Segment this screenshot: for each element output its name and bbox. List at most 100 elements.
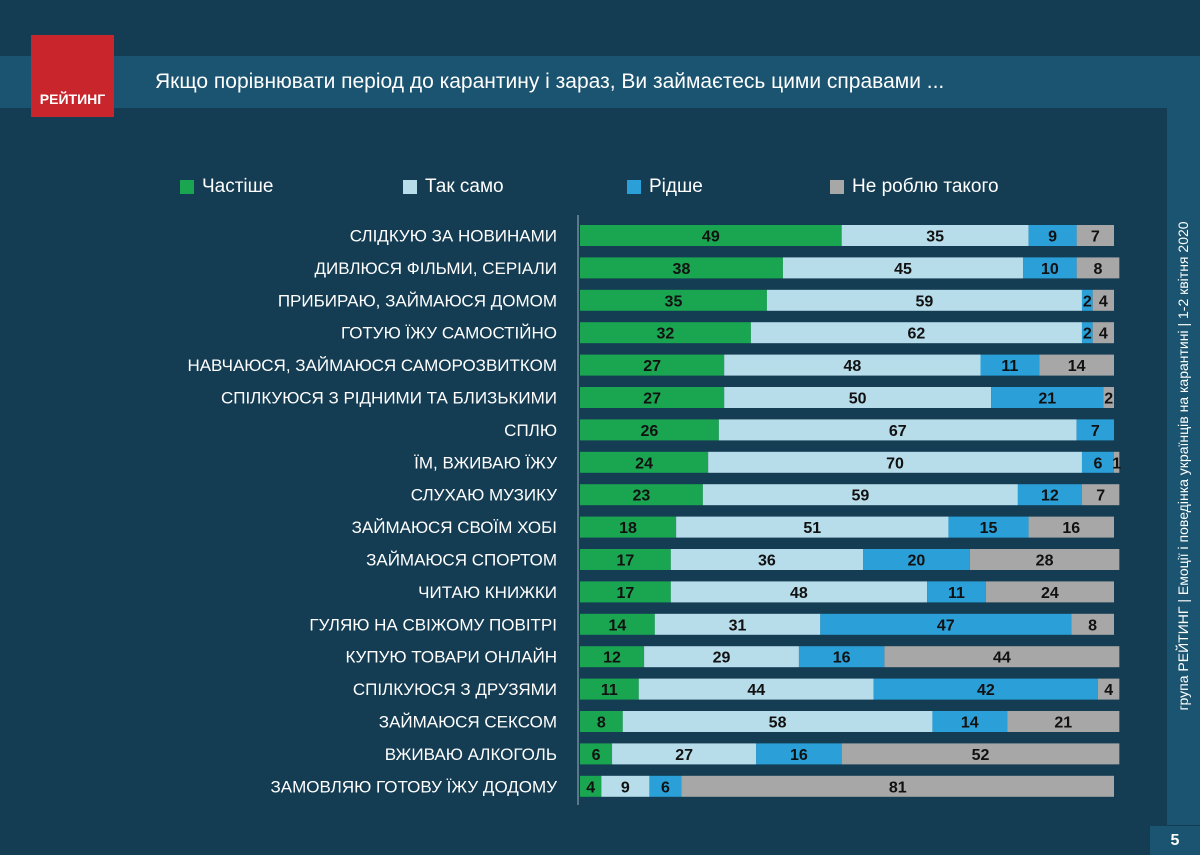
data-label: 12 (1041, 488, 1059, 505)
bar-segment (1092, 289, 1114, 311)
category-label: КУПУЮ ТОВАРИ ОНЛАЙН (345, 648, 557, 667)
data-label: 7 (1091, 423, 1100, 440)
bar-segment (638, 678, 874, 700)
bar-segment (1081, 451, 1114, 473)
legend-label: Частіше (202, 176, 274, 197)
bar-segment (580, 484, 703, 506)
category-label: ЧИТАЮ КНИЖКИ (418, 583, 557, 602)
bar-segment (670, 549, 864, 570)
header-band (0, 56, 1200, 108)
bar-segment (820, 613, 1072, 635)
legend-swatch (180, 180, 194, 194)
category-label: ЗАЙМАЮСЯ СВОЇМ ХОБІ (352, 518, 557, 537)
bar-segment (1007, 711, 1120, 732)
bar-segment (1076, 419, 1114, 441)
bar-segment (841, 225, 1029, 246)
data-label: 32 (657, 326, 675, 343)
legend-label: Рідше (649, 176, 703, 197)
data-label: 51 (803, 520, 821, 537)
bar-segment (708, 451, 1082, 473)
data-label: 7 (1091, 229, 1100, 246)
data-label: 4 (586, 779, 595, 796)
category-label: ЇМ, ВЖИВАЮ ЇЖУ (414, 453, 557, 472)
data-label: 44 (993, 650, 1011, 667)
category-label: СПІЛКУЮСЯ З ДРУЗЯМИ (353, 680, 557, 699)
category-label: ГОТУЮ ЇЖУ САМОСТІЙНО (341, 324, 557, 343)
data-label: 4 (1099, 326, 1108, 343)
category-label: ЗАМОВЛЯЮ ГОТОВУ ЇЖУ ДОДОМУ (271, 777, 558, 796)
page-title: Якщо порівнювати період до карантину і з… (155, 70, 945, 93)
bar-segment (1017, 484, 1082, 506)
data-label: 27 (643, 391, 661, 408)
data-label: 58 (769, 715, 787, 732)
bar-segment (580, 257, 783, 279)
bar-segment (750, 322, 1082, 344)
bar-segment (644, 646, 799, 668)
data-label: 17 (616, 585, 634, 602)
bar-segment (580, 322, 751, 344)
legend-item: Частіше (180, 176, 273, 198)
data-label: 14 (608, 617, 626, 634)
bar-segment (873, 678, 1098, 700)
bar-segment (969, 549, 1120, 570)
bar-segment (580, 581, 671, 603)
bar-segment (756, 743, 842, 765)
category-label: НАВЧАЮСЯ, ЗАЙМАЮСЯ САМОРОЗВИТКОМ (187, 356, 557, 375)
legend-swatch (403, 180, 417, 194)
data-label: 38 (673, 261, 691, 278)
legend-label: Не роблю такого (852, 176, 999, 197)
category-label: ЗАЙМАЮСЯ СЕКСОМ (379, 713, 557, 732)
data-label: 36 (758, 553, 776, 570)
data-label: 42 (977, 682, 995, 699)
bar-segment (1076, 257, 1120, 279)
bar-segment (798, 646, 885, 668)
data-label: 44 (747, 682, 765, 699)
category-label: СПЛЮ (504, 421, 557, 440)
bar-segment (766, 289, 1082, 311)
data-label: 70 (886, 455, 904, 472)
bar-segment (782, 257, 1024, 279)
bar-segment (580, 451, 709, 473)
legend-item: Рідше (627, 176, 703, 198)
bar-segment (580, 387, 725, 408)
data-label: 20 (908, 553, 926, 570)
data-label: 14 (1068, 358, 1086, 375)
bar-segment (724, 387, 992, 408)
data-label: 31 (729, 617, 747, 634)
side-band (1167, 108, 1200, 825)
logo: РЕЙТИНГ (31, 35, 114, 117)
data-label: 59 (916, 293, 934, 310)
data-label: 2 (1083, 326, 1092, 343)
data-label: 48 (843, 358, 861, 375)
bar-segment (718, 419, 1077, 441)
data-label: 16 (1062, 520, 1080, 537)
legend-item: Не роблю такого (830, 176, 999, 198)
bar-segment (932, 711, 1008, 732)
category-label: СЛІДКУЮ ЗА НОВИНАМИ (350, 227, 557, 246)
data-label: 17 (616, 553, 634, 570)
bar-segment (1028, 516, 1114, 538)
data-label: 8 (1088, 617, 1097, 634)
data-label: 9 (1048, 229, 1057, 246)
bar-segment (863, 549, 970, 570)
bar-segment (681, 775, 1114, 797)
category-label: ЗАЙМАЮСЯ СПОРТОМ (366, 551, 557, 570)
bar-segment (580, 516, 677, 538)
legend-swatch (830, 180, 844, 194)
bar-segment (980, 354, 1040, 376)
bar-segment (1103, 387, 1114, 408)
data-label: 21 (1054, 715, 1072, 732)
data-label: 81 (889, 779, 907, 796)
data-label: 59 (851, 488, 869, 505)
data-label: 2 (1083, 293, 1092, 310)
category-label: ГУЛЯЮ НА СВІЖОМУ ПОВІТРІ (309, 615, 557, 634)
bar-segment (580, 613, 655, 635)
bar-segment (927, 581, 986, 603)
bar-segment (580, 678, 639, 700)
data-label: 12 (603, 650, 621, 667)
data-label: 28 (1036, 553, 1054, 570)
data-label: 62 (908, 326, 926, 343)
data-label: 35 (665, 293, 683, 310)
data-label: 50 (849, 391, 867, 408)
page-number: 5 (1150, 826, 1200, 855)
